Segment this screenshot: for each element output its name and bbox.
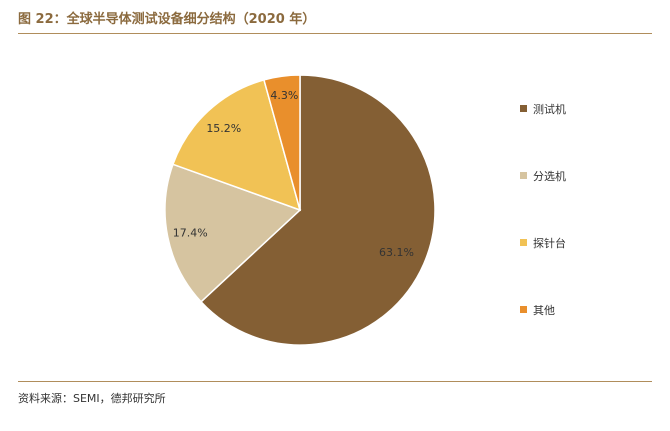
legend-label-1: 测试机 — [533, 102, 566, 116]
legend-label-2: 分选机 — [533, 169, 566, 183]
legend-swatch-3 — [520, 239, 527, 246]
pie-slice-2 — [164, 163, 302, 303]
figure-title: 图 22：全球半导体测试设备细分结构（2020 年） — [18, 12, 316, 27]
pie-data-labels: 63.1% 17.4% 15.2% 4.3% — [173, 89, 414, 259]
pie-slice-3 — [172, 78, 302, 212]
slice-data-label-1: 63.1% — [379, 246, 414, 259]
legend-swatch-2 — [520, 172, 527, 179]
title-divider — [18, 33, 652, 34]
pie-slices — [164, 74, 436, 346]
legend-label-4: 其他 — [533, 304, 555, 317]
pie-slice-4 — [263, 74, 301, 211]
slice-data-label-2: 17.4% — [173, 226, 208, 239]
slice-data-label-4: 4.3% — [270, 89, 298, 102]
footer-divider — [18, 381, 652, 382]
legend-swatch-4 — [520, 306, 527, 313]
legend-swatch-1 — [520, 105, 527, 112]
legend-label-3: 探针台 — [533, 236, 566, 250]
source-note: 资料来源：SEMI，德邦研究所 — [18, 392, 166, 405]
pie-slice-1 — [199, 74, 436, 346]
slice-data-label-3: 15.2% — [206, 122, 241, 135]
